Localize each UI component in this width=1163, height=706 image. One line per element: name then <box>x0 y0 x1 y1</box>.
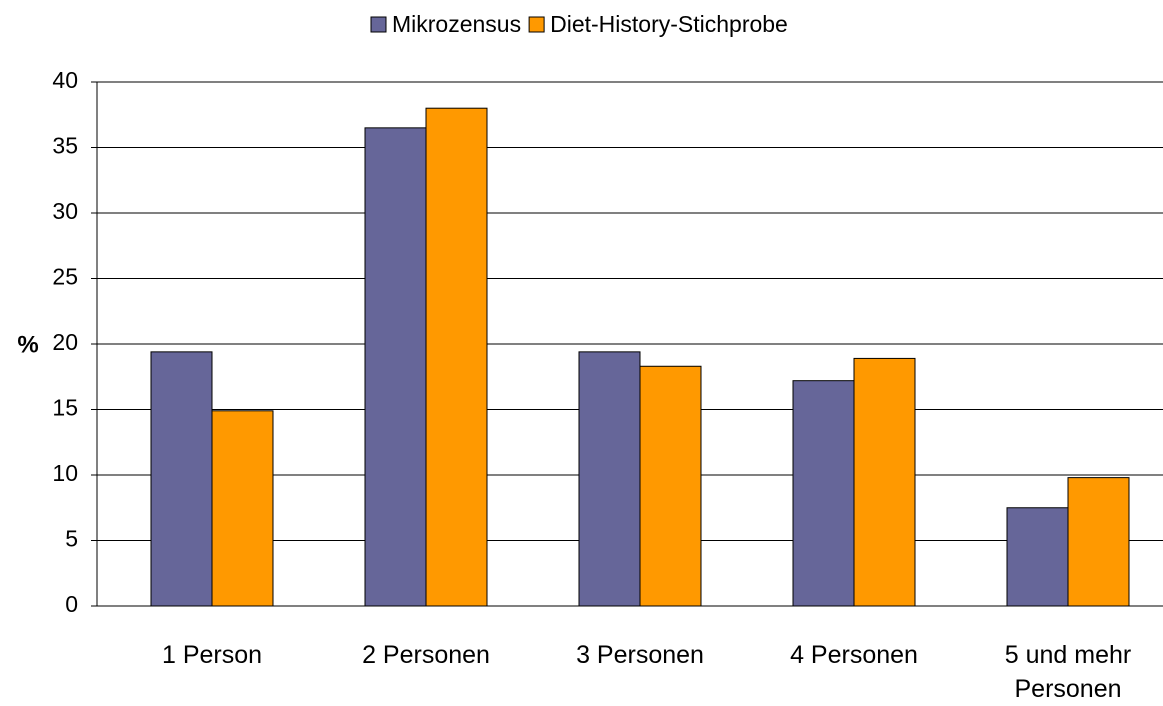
x-tick-label: 1 Person <box>161 641 263 669</box>
bar <box>364 127 427 607</box>
y-tick-label: 15 <box>52 395 78 421</box>
y-tick-label: 5 <box>65 526 78 552</box>
legend-label: Mikrozensus <box>392 11 521 37</box>
y-tick-label: 10 <box>52 460 78 486</box>
y-tick-label: 0 <box>65 591 78 617</box>
x-tick-label: 5 und mehr Personen <box>1004 641 1132 703</box>
bar <box>150 351 213 607</box>
y-tick-label: 25 <box>52 264 78 290</box>
x-tick-label: 2 Personen <box>362 641 490 669</box>
legend-swatch <box>370 16 387 33</box>
bar <box>853 357 916 607</box>
bar <box>578 351 641 607</box>
y-tick-label: 20 <box>52 329 78 355</box>
bar <box>639 365 702 607</box>
y-axis-label: % <box>17 331 38 358</box>
bar <box>1006 507 1069 607</box>
bar <box>425 107 488 607</box>
bar <box>1067 477 1130 607</box>
y-tick-label: 35 <box>52 133 78 159</box>
legend-swatch <box>528 16 545 33</box>
bar <box>211 410 274 607</box>
x-tick-label: 3 Personen <box>576 641 704 669</box>
bar <box>792 380 855 607</box>
y-tick-label: 40 <box>52 67 78 93</box>
legend-label: Diet-History-Stichprobe <box>550 11 788 37</box>
y-tick-label: 30 <box>52 198 78 224</box>
x-tick-label: 4 Personen <box>790 641 918 669</box>
